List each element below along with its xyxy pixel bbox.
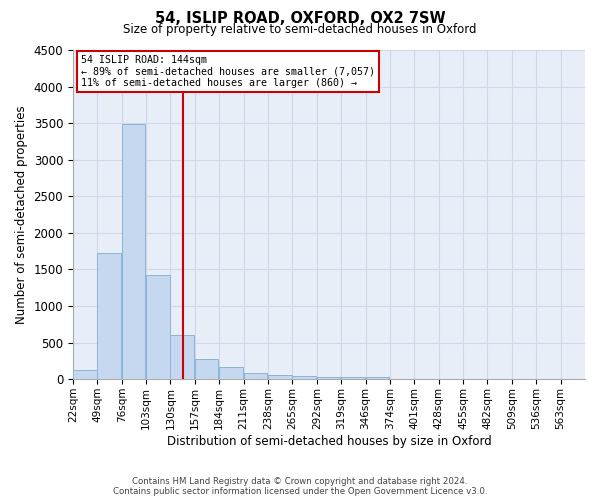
Bar (244, 372, 267, 379)
Bar (73, 370, 97, 379)
Text: Contains HM Land Registry data © Crown copyright and database right 2024.
Contai: Contains HM Land Registry data © Crown c… (113, 476, 487, 496)
Bar (170, 334, 194, 379)
Bar (341, 377, 365, 379)
Bar (146, 274, 170, 379)
Bar (219, 368, 243, 379)
Y-axis label: Number of semi-detached properties: Number of semi-detached properties (15, 106, 28, 324)
Text: Size of property relative to semi-detached houses in Oxford: Size of property relative to semi-detach… (123, 22, 477, 36)
Bar (292, 376, 316, 379)
Bar (122, 124, 145, 379)
Bar (317, 376, 340, 379)
Text: 54, ISLIP ROAD, OXFORD, OX2 7SW: 54, ISLIP ROAD, OXFORD, OX2 7SW (155, 11, 445, 26)
Bar (365, 378, 389, 379)
X-axis label: Distribution of semi-detached houses by size in Oxford: Distribution of semi-detached houses by … (167, 434, 491, 448)
Text: 54 ISLIP ROAD: 144sqm
← 89% of semi-detached houses are smaller (7,057)
11% of s: 54 ISLIP ROAD: 144sqm ← 89% of semi-deta… (80, 55, 374, 88)
Bar (97, 254, 121, 379)
Bar (268, 375, 292, 379)
Bar (195, 358, 218, 379)
